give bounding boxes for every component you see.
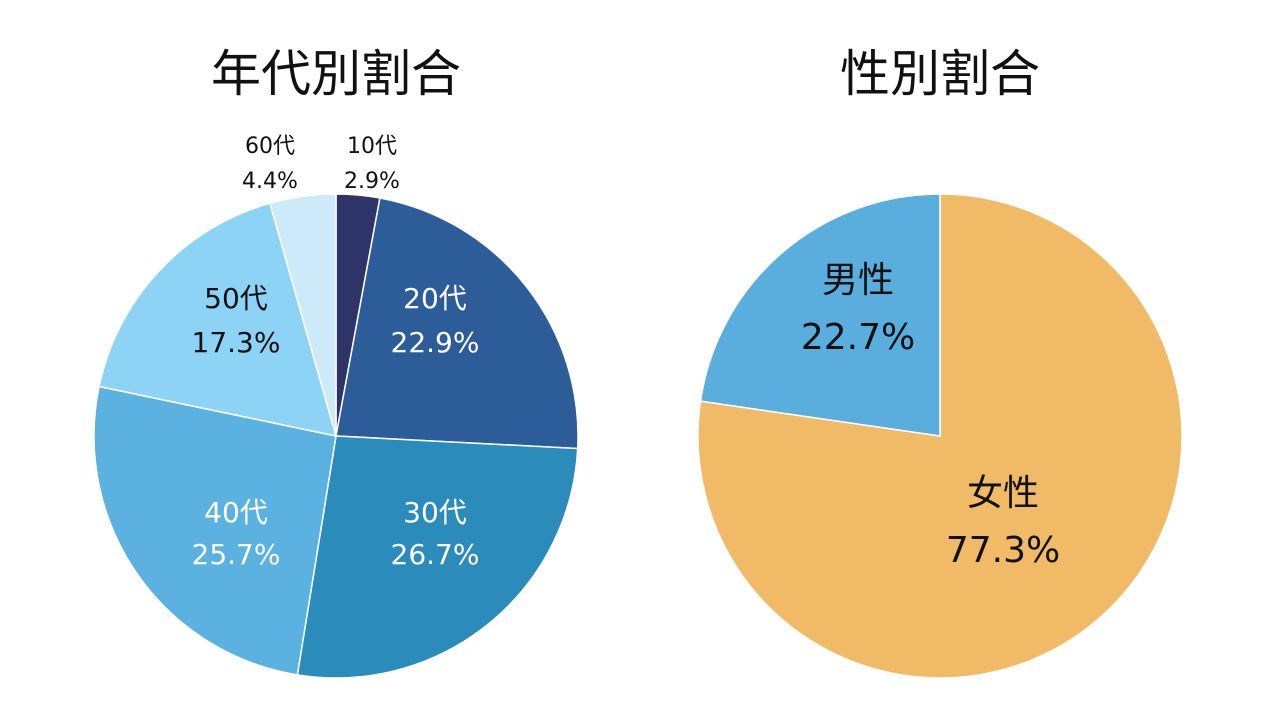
age-pie-chart: 年代別割合 10代 2.9% 20代 22.9% 30代 26.7% 40代 25.7% 50代… (93, 45, 579, 679)
gender-pie-chart: 性別割合 女性 77.3% 男性 22.7% (697, 45, 1183, 679)
age-slice-5-label: 50代 (204, 282, 268, 315)
gender-slice-1-value: 77.3% (946, 530, 1060, 571)
age-slice-3-label: 30代 (403, 496, 467, 529)
age-slice-6-label: 60代 (245, 134, 295, 159)
age-slice-4 (93, 385, 337, 676)
gender-chart-title: 性別割合 (840, 45, 1040, 103)
age-slice-2-label: 20代 (403, 282, 467, 315)
gender-slice-2 (699, 193, 941, 437)
age-slice-5-value: 17.3% (192, 326, 281, 359)
age-slice-2-value: 22.9% (391, 326, 480, 359)
age-slice-1-label: 10代 (347, 134, 397, 159)
age-slice-6 (268, 193, 337, 437)
gender-slice-1 (697, 193, 1183, 679)
gender-slice-2-label: 男性 (822, 260, 894, 301)
age-slice-1-value: 2.9% (344, 169, 400, 194)
age-chart-title: 年代別割合 (211, 45, 461, 103)
age-slice-6-value: 4.4% (242, 169, 298, 194)
age-slice-2 (335, 197, 579, 450)
gender-slice-1-label: 女性 (967, 473, 1039, 514)
age-slice-3 (296, 435, 579, 679)
age-slice-3-value: 26.7% (391, 538, 480, 571)
age-slice-4-value: 25.7% (192, 538, 281, 571)
gender-slice-2-value: 22.7% (801, 317, 915, 358)
age-slice-5 (98, 202, 338, 437)
age-slice-4-label: 40代 (204, 496, 268, 529)
